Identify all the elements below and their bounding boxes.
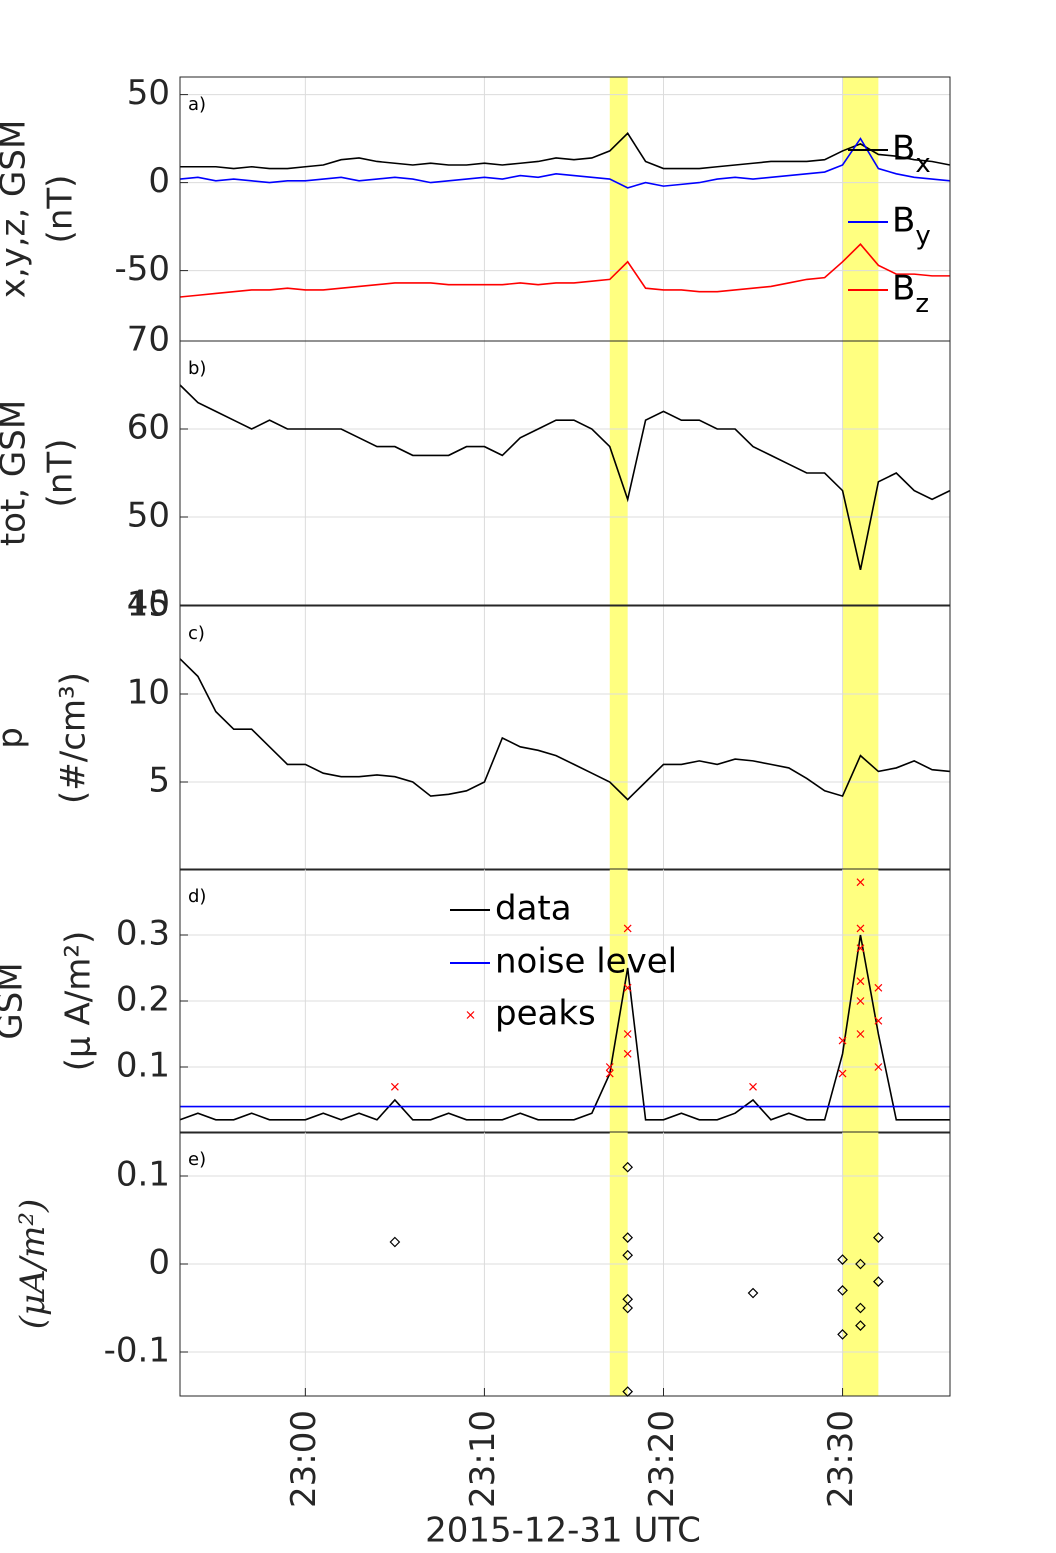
y-tick-label: 40: [127, 584, 170, 624]
y-axis-label: x,y,z, GSM: [0, 120, 34, 299]
highlight-band: [609, 606, 628, 870]
point: [623, 924, 632, 933]
point: [749, 1082, 757, 1091]
y-axis-label: (nT): [41, 175, 81, 244]
y-axis-label: GSM: [0, 962, 31, 1039]
panel-label: d): [188, 886, 206, 907]
y-tick-label: -50: [114, 249, 170, 289]
legend-swatch: [466, 1011, 475, 1019]
point: [389, 1236, 401, 1248]
point: [855, 1302, 866, 1314]
y-axis-label: (μ A/m²): [59, 931, 99, 1071]
y-tick-label: 50: [127, 496, 170, 536]
point: [838, 1036, 847, 1045]
legend-label: data: [495, 889, 572, 929]
point: [622, 1249, 634, 1261]
series-line: [179, 658, 951, 801]
point: [874, 983, 883, 992]
y-tick-label: 0: [148, 161, 170, 201]
point: [623, 983, 632, 992]
panel-label: a): [188, 94, 206, 115]
highlight-band: [842, 606, 879, 870]
y-axis-label: (nT): [41, 439, 81, 508]
y-tick-label: 50: [127, 73, 170, 113]
panel-label: e): [188, 1149, 206, 1170]
point: [856, 878, 865, 887]
point: [622, 1232, 634, 1243]
y-tick-label: -0.1: [104, 1331, 170, 1371]
legend-label: Bx: [892, 129, 931, 179]
series-line: [180, 132, 951, 170]
x-tick-label: 23:10: [463, 1410, 503, 1508]
y-tick-label: 10: [127, 673, 170, 713]
series-line: [179, 384, 951, 570]
axes-box: [179, 868, 951, 1134]
point: [623, 1049, 632, 1058]
point: [873, 1276, 884, 1287]
axes-box: [179, 76, 951, 342]
y-axis-label: tot, GSM: [0, 400, 34, 546]
point: [874, 1063, 883, 1071]
point: [874, 1016, 883, 1025]
point: [837, 1329, 848, 1340]
point: [837, 1285, 848, 1296]
y-tick-label: 0.1: [116, 1046, 170, 1086]
panel-label: b): [188, 358, 206, 379]
legend-label: noise level: [495, 942, 677, 982]
point: [856, 977, 865, 986]
highlight-band: [842, 341, 879, 605]
y-axis-label: p: [0, 727, 31, 749]
y-tick-label: 0: [148, 1243, 170, 1283]
point: [873, 1232, 884, 1243]
y-tick-label: 5: [148, 761, 170, 801]
x-axis-label: 2015-12-31 UTC: [425, 1511, 701, 1551]
y-axis-label: (#/cm³): [54, 672, 94, 804]
x-tick-label: 23:00: [284, 1410, 324, 1508]
y-tick-label: 0.2: [116, 980, 170, 1020]
y-tick-label: 70: [127, 320, 170, 360]
series-line: [179, 137, 951, 189]
point: [390, 1082, 399, 1091]
point: [837, 1254, 848, 1265]
point: [605, 1069, 614, 1078]
x-tick-label: 23:20: [642, 1410, 682, 1508]
point: [622, 1302, 634, 1314]
series-line: [179, 243, 950, 298]
series-line: [179, 934, 950, 1121]
axes-box: [179, 1131, 951, 1397]
highlight-band: [842, 77, 879, 341]
panel-label: c): [188, 623, 205, 644]
point: [747, 1287, 759, 1299]
axes-box: [179, 605, 951, 871]
point: [855, 1320, 866, 1331]
legend-label: peaks: [495, 994, 596, 1034]
y-tick-label: 60: [127, 408, 170, 448]
y-tick-label: 0.1: [116, 1155, 170, 1195]
y-axis-label: (μA/m²): [13, 1199, 53, 1330]
point: [838, 1069, 847, 1078]
highlight-band: [609, 77, 628, 341]
legend-label: By: [892, 201, 931, 251]
axes-box: [179, 340, 951, 606]
legend-label: Bz: [892, 269, 929, 319]
point: [855, 1258, 866, 1270]
point: [856, 924, 865, 933]
y-tick-label: 0.3: [116, 914, 170, 954]
point: [856, 997, 865, 1005]
x-tick-label: 23:30: [821, 1410, 861, 1508]
point: [605, 1063, 614, 1071]
point: [856, 1030, 865, 1038]
y-tick-label: 15: [127, 585, 170, 625]
point: [856, 944, 865, 953]
point: [623, 1030, 632, 1038]
point: [622, 1161, 634, 1173]
